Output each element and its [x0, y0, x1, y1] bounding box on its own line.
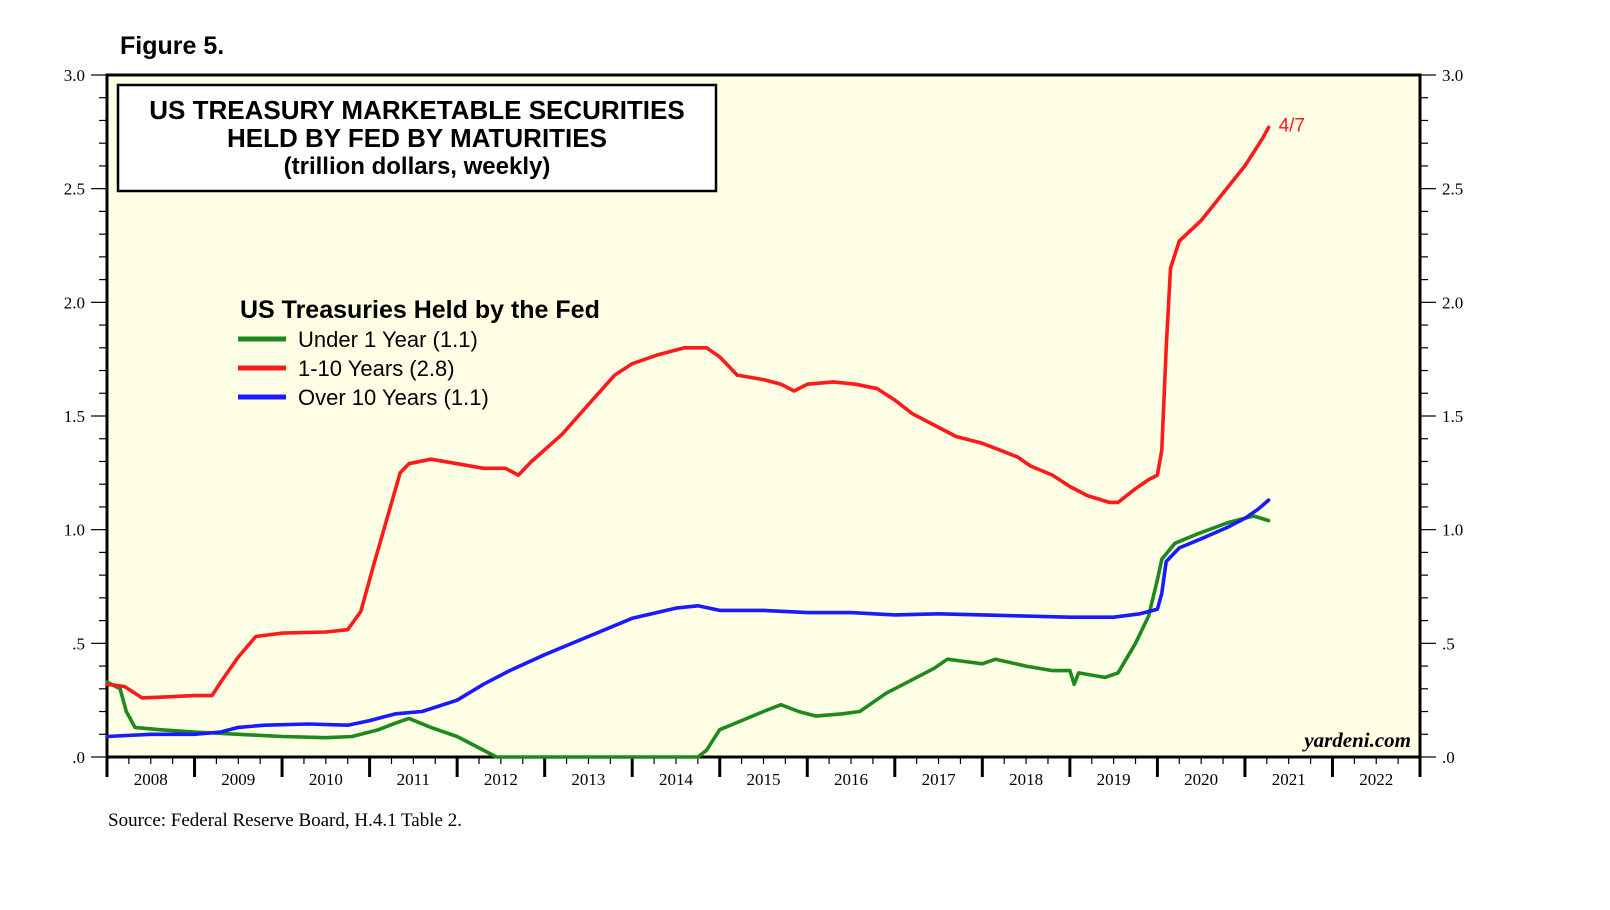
x-tick-label: 2011: [397, 770, 430, 789]
x-tick-label: 2021: [1272, 770, 1306, 789]
y-tick-label-left: .5: [72, 634, 85, 653]
figure-label: Figure 5.: [120, 32, 225, 60]
y-tick-label-right: 3.0: [1442, 66, 1463, 85]
legend-label-under-1-year: Under 1 Year (1.1): [298, 327, 478, 352]
x-tick-label: 2022: [1359, 770, 1393, 789]
chart-title-line-1: US TREASURY MARKETABLE SECURITIES: [149, 95, 684, 125]
series-line-0: [105, 514, 1271, 759]
end-annotation: 4/7: [1279, 115, 1305, 136]
x-tick-label: 2018: [1009, 770, 1043, 789]
series-lines: [105, 125, 1271, 759]
legend: US Treasuries Held by the Fed Under 1 Ye…: [238, 296, 600, 410]
x-tick-label: 2015: [747, 770, 781, 789]
y-axis: .0 .0 .5 .5 1.0 1.0 1.5 1.5 2.0 2.0 2.5 2.5 3.0 3.0: [64, 66, 1464, 767]
x-tick-label: 2009: [221, 770, 255, 789]
x-tick-label: 2019: [1097, 770, 1131, 789]
x-tick-label: 2020: [1184, 770, 1218, 789]
x-axis: 2008 2009 2010 2011 2012 2013 2014 2015 2016 2017…: [105, 757, 1422, 789]
chart-subtitle: (trillion dollars, weekly): [284, 153, 551, 180]
y-tick-label-left: 3.0: [64, 66, 85, 85]
x-tick-label: 2010: [309, 770, 343, 789]
series-line-2: [105, 498, 1271, 739]
legend-title: US Treasuries Held by the Fed: [240, 296, 600, 324]
legend-label-1-10-years: 1-10 Years (2.8): [298, 356, 455, 381]
x-tick-label: 2014: [659, 770, 694, 789]
x-tick-label: 2016: [834, 770, 868, 789]
y-tick-label-right: .0: [1442, 748, 1455, 767]
legend-label-over-10-years: Over 10 Years (1.1): [298, 385, 489, 410]
y-tick-label-right: 1.0: [1442, 521, 1463, 540]
y-tick-label-right: .5: [1442, 634, 1455, 653]
title-box: US TREASURY MARKETABLE SECURITIES HELD B…: [116, 83, 718, 193]
y-tick-label-left: .0: [72, 748, 85, 767]
x-tick-label: 2013: [571, 770, 605, 789]
y-tick-label-right: 2.5: [1442, 180, 1463, 199]
watermark: yardeni.com: [1301, 728, 1411, 752]
x-tick-label: 2008: [134, 770, 168, 789]
y-tick-label-right: 1.5: [1442, 407, 1463, 426]
source-note: Source: Federal Reserve Board, H.4.1 Tab…: [108, 810, 462, 831]
y-tick-label-left: 1.0: [64, 521, 85, 540]
y-tick-label-left: 1.5: [64, 407, 85, 426]
y-tick-label-left: 2.5: [64, 180, 85, 199]
chart-title-line-2: HELD BY FED BY MATURITIES: [227, 123, 607, 153]
x-tick-label: 2017: [922, 770, 957, 789]
y-tick-label-right: 2.0: [1442, 293, 1463, 312]
series-line-1: [105, 125, 1271, 700]
x-tick-label: 2012: [484, 770, 518, 789]
y-tick-label-left: 2.0: [64, 293, 85, 312]
